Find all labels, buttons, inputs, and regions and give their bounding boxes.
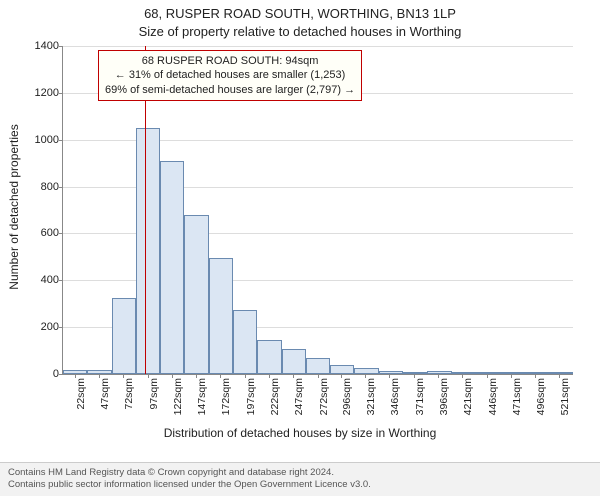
xtick-label: 396sqm <box>438 378 450 415</box>
xtick-label: 72sqm <box>123 378 135 410</box>
histogram-bar <box>136 128 160 374</box>
histogram-bar <box>549 372 573 374</box>
xtick-label: 47sqm <box>99 378 111 410</box>
y-axis-label: Number of detached properties <box>7 43 21 371</box>
histogram-bar <box>403 372 427 374</box>
xtick-label: 496sqm <box>535 378 547 415</box>
histogram-bar <box>330 365 354 374</box>
xtick-label: 371sqm <box>414 378 426 415</box>
ytick-label: 0 <box>53 368 63 380</box>
histogram-bar <box>500 372 524 374</box>
info-box: 68 RUSPER ROAD SOUTH: 94sqm ← 31% of det… <box>98 50 362 101</box>
xtick-label: 222sqm <box>269 378 281 415</box>
xtick-label: 421sqm <box>462 378 474 415</box>
ytick-label: 1200 <box>35 87 63 99</box>
footer-line2: Contains public sector information licen… <box>8 479 592 491</box>
ytick-label: 1400 <box>35 40 63 52</box>
xtick-label: 172sqm <box>220 378 232 415</box>
ytick-label: 400 <box>41 274 63 286</box>
xtick-label: 272sqm <box>318 378 330 415</box>
histogram-bar <box>209 258 233 374</box>
xtick-label: 197sqm <box>245 378 257 415</box>
chart-container: 68, RUSPER ROAD SOUTH, WORTHING, BN13 1L… <box>0 0 600 500</box>
ytick-label: 800 <box>41 181 63 193</box>
xtick-label: 446sqm <box>487 378 499 415</box>
histogram-bar <box>160 161 184 374</box>
histogram-bar <box>184 215 208 374</box>
xtick-label: 521sqm <box>559 378 571 415</box>
footer-line1: Contains HM Land Registry data © Crown c… <box>8 467 592 479</box>
xtick-label: 147sqm <box>196 378 208 415</box>
histogram-bar <box>257 340 281 374</box>
xtick-label: 97sqm <box>148 378 160 410</box>
histogram-bar <box>306 358 330 374</box>
histogram-bar <box>379 371 403 374</box>
histogram-bar <box>524 372 548 374</box>
info-box-line3: 69% of semi-detached houses are larger (… <box>105 83 355 97</box>
histogram-bar <box>233 310 257 374</box>
info-box-line1: 68 RUSPER ROAD SOUTH: 94sqm <box>105 54 355 68</box>
histogram-bar <box>282 349 306 374</box>
x-axis-label: Distribution of detached houses by size … <box>0 426 600 440</box>
footer: Contains HM Land Registry data © Crown c… <box>0 462 600 496</box>
xtick-label: 247sqm <box>293 378 305 415</box>
gridline <box>63 46 573 47</box>
ytick-label: 1000 <box>35 134 63 146</box>
xtick-label: 296sqm <box>341 378 353 415</box>
chart-title-line2: Size of property relative to detached ho… <box>0 24 600 39</box>
histogram-bar <box>452 372 476 374</box>
xtick-label: 471sqm <box>511 378 523 415</box>
histogram-bar <box>427 371 451 374</box>
ytick-label: 600 <box>41 227 63 239</box>
xtick-label: 22sqm <box>75 378 87 410</box>
histogram-bar <box>476 372 500 374</box>
info-box-line2: ← 31% of detached houses are smaller (1,… <box>105 68 355 82</box>
xtick-label: 122sqm <box>172 378 184 415</box>
xtick-label: 321sqm <box>365 378 377 415</box>
histogram-bar <box>354 368 378 374</box>
chart-title-line1: 68, RUSPER ROAD SOUTH, WORTHING, BN13 1L… <box>0 6 600 21</box>
histogram-bar <box>112 298 136 374</box>
xtick-label: 346sqm <box>389 378 401 415</box>
ytick-label: 200 <box>41 321 63 333</box>
